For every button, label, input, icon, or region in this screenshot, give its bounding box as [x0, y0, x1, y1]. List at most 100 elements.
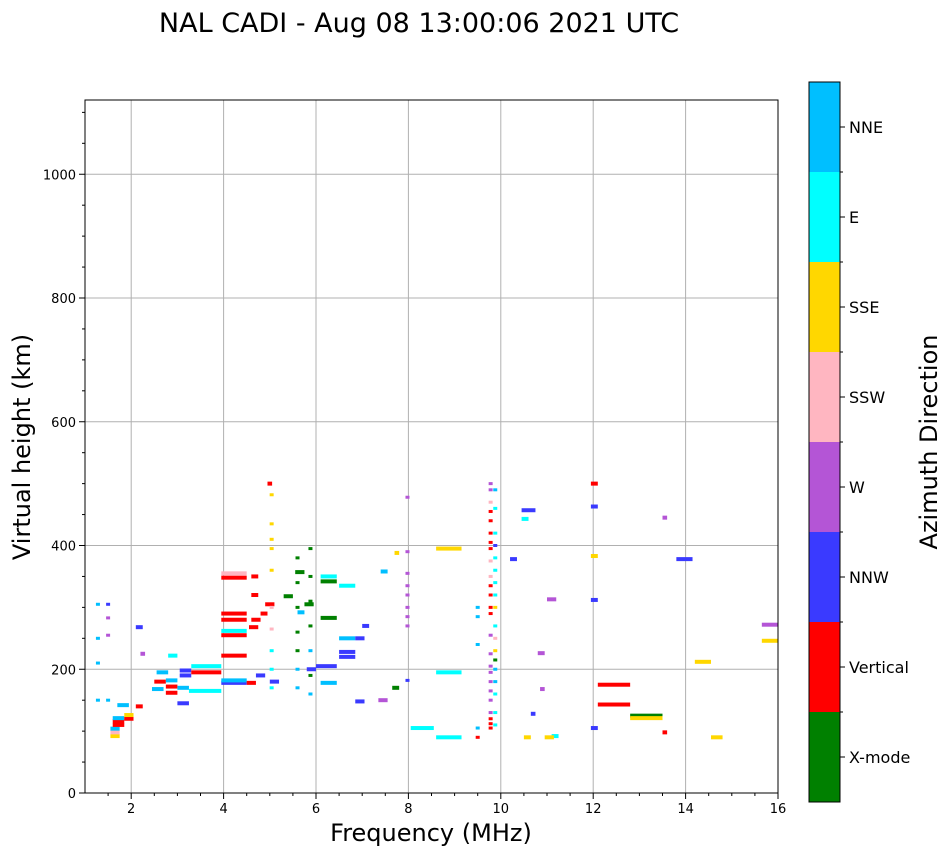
colorbar-category-label: NNW [849, 568, 889, 587]
echo-trace [260, 611, 268, 616]
echo-point [488, 664, 493, 668]
echo-trace [378, 698, 388, 703]
echo-point [269, 547, 274, 551]
x-tick-label: 16 [770, 802, 787, 817]
echo-trace [320, 574, 337, 579]
echo-point [488, 488, 493, 492]
echo-point [488, 670, 493, 674]
echo-trace [362, 623, 370, 628]
y-tick-label: 0 [68, 787, 76, 802]
echo-point [493, 658, 498, 662]
echo-trace [711, 735, 723, 740]
echo-trace [662, 730, 668, 735]
echo-trace [590, 504, 598, 509]
x-tick-label: 4 [219, 802, 227, 817]
echo-trace [269, 679, 280, 684]
echo-trace [177, 685, 189, 690]
colorbar-category-label: SSE [849, 298, 879, 317]
echo-trace [436, 670, 462, 675]
echo-point [488, 531, 493, 535]
colorbar-segment [809, 532, 840, 622]
echo-point [405, 615, 410, 619]
echo-trace [590, 481, 598, 486]
echo-trace [188, 688, 222, 693]
echo-point [493, 506, 498, 510]
echo-trace [521, 508, 536, 513]
echo-trace [110, 726, 120, 731]
echo-trace [251, 617, 261, 622]
echo-point [493, 605, 498, 609]
x-axis-label: Frequency (MHz) [330, 819, 532, 847]
echo-point [488, 584, 493, 588]
echo-trace [436, 546, 462, 551]
echo-trace [124, 716, 134, 721]
x-tick-label: 12 [585, 802, 602, 817]
echo-trace [110, 734, 120, 739]
grid-lines [85, 100, 778, 793]
echo-trace [221, 628, 247, 633]
echo-point [405, 550, 410, 554]
echo-point [269, 605, 274, 609]
echo-trace [191, 670, 222, 675]
colorbar-segment [809, 82, 840, 172]
echo-trace [392, 685, 400, 690]
echo-trace [221, 653, 247, 658]
echo-trace [339, 649, 356, 654]
echo-point [488, 652, 493, 656]
colorbar-segment [809, 442, 840, 532]
echo-trace [249, 625, 259, 630]
echo-point [405, 605, 410, 609]
echo-trace [339, 583, 356, 588]
echo-point [295, 581, 300, 585]
echo-trace [544, 735, 554, 740]
echo-trace [221, 571, 247, 576]
echo-point [308, 624, 313, 628]
echo-trace [297, 610, 305, 615]
echo-point [95, 698, 100, 702]
echo-point [488, 482, 493, 486]
echo-point [295, 686, 300, 690]
echo-trace [355, 636, 365, 641]
echo-point [475, 726, 480, 730]
echo-trace [265, 602, 275, 607]
colorbar-segment [809, 172, 840, 262]
echo-traces [95, 481, 778, 740]
echo-trace [339, 636, 356, 641]
echo-trace [523, 735, 531, 740]
echo-point [405, 593, 410, 597]
echo-point [493, 667, 498, 671]
echo-trace [221, 678, 247, 683]
echo-point [95, 602, 100, 606]
echo-point [269, 627, 274, 631]
echo-trace [540, 687, 545, 692]
azimuth-colorbar: X-mode Vertical NNW W SSW SSE E NNE [808, 81, 910, 803]
echo-trace [394, 550, 400, 555]
echo-trace [590, 554, 598, 559]
echo-trace [156, 670, 169, 675]
echo-point [475, 615, 480, 619]
echo-point [269, 537, 274, 541]
echo-trace [179, 673, 192, 678]
echo-trace [267, 481, 273, 486]
echo-point [295, 649, 300, 653]
echo-point [488, 680, 493, 684]
echo-trace [246, 680, 256, 685]
echo-trace [537, 651, 545, 656]
echo-trace [151, 687, 164, 692]
echo-trace [320, 579, 337, 584]
echo-point [493, 649, 498, 653]
echo-trace [251, 593, 259, 597]
colorbar-category-label: Vertical [849, 658, 909, 677]
echo-point [488, 547, 493, 551]
echo-point [106, 616, 111, 620]
echo-point [95, 636, 100, 640]
echo-point [488, 605, 493, 609]
echo-point [493, 636, 498, 640]
echo-point [488, 633, 493, 637]
echo-point [405, 624, 410, 628]
echo-trace [510, 557, 517, 562]
echo-trace [221, 633, 247, 638]
echo-point [475, 735, 480, 739]
echo-trace [165, 690, 178, 695]
